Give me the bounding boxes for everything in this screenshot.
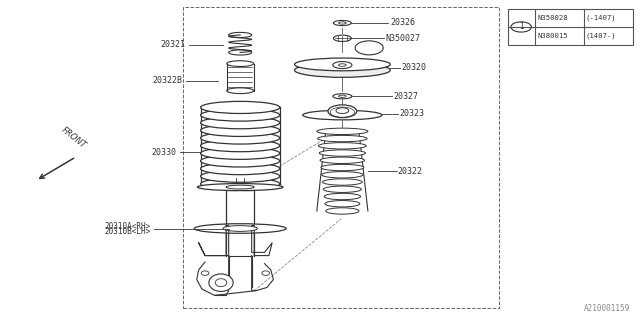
Ellipse shape [336, 108, 349, 114]
Ellipse shape [333, 20, 351, 26]
Ellipse shape [200, 101, 280, 114]
Ellipse shape [200, 163, 280, 175]
Ellipse shape [200, 132, 280, 144]
Text: A210001159: A210001159 [584, 304, 630, 313]
Text: 20320: 20320 [402, 63, 427, 72]
Ellipse shape [317, 135, 367, 142]
Ellipse shape [319, 143, 366, 149]
Ellipse shape [200, 140, 280, 152]
Text: N380015: N380015 [537, 33, 568, 39]
Text: 20330: 20330 [151, 148, 176, 156]
Ellipse shape [294, 63, 390, 77]
Ellipse shape [228, 32, 252, 37]
Ellipse shape [200, 170, 280, 182]
Text: 20326: 20326 [390, 19, 415, 28]
Ellipse shape [333, 61, 352, 68]
Ellipse shape [323, 179, 362, 185]
Text: 20310A<RH>: 20310A<RH> [104, 222, 151, 231]
Ellipse shape [200, 178, 280, 190]
Text: N350028: N350028 [537, 15, 568, 21]
Text: (1407-): (1407-) [586, 33, 616, 39]
Ellipse shape [339, 22, 346, 24]
Ellipse shape [226, 185, 254, 189]
Ellipse shape [200, 117, 280, 129]
Ellipse shape [319, 150, 365, 156]
Bar [182, 7, 499, 308]
Ellipse shape [339, 64, 346, 66]
Ellipse shape [333, 35, 351, 42]
Ellipse shape [227, 88, 253, 93]
Ellipse shape [215, 279, 227, 287]
Ellipse shape [323, 186, 362, 192]
Ellipse shape [194, 224, 286, 233]
Circle shape [511, 22, 531, 32]
Ellipse shape [262, 271, 269, 275]
Ellipse shape [339, 95, 346, 97]
Ellipse shape [294, 58, 390, 71]
Ellipse shape [227, 61, 253, 67]
Circle shape [355, 41, 383, 55]
Ellipse shape [209, 274, 233, 292]
Ellipse shape [303, 110, 382, 120]
Ellipse shape [228, 50, 252, 55]
Ellipse shape [326, 208, 359, 214]
Ellipse shape [197, 184, 283, 191]
Text: 20321: 20321 [161, 40, 186, 49]
Ellipse shape [322, 172, 363, 178]
Ellipse shape [200, 147, 280, 159]
Text: 1: 1 [519, 22, 524, 31]
Ellipse shape [320, 157, 365, 164]
Text: 20323: 20323 [400, 109, 425, 118]
Ellipse shape [200, 124, 280, 136]
Ellipse shape [200, 109, 280, 121]
Text: (-1407): (-1407) [586, 15, 616, 21]
Text: 20322B: 20322B [153, 76, 182, 85]
Text: 1: 1 [366, 43, 372, 52]
Text: N350027: N350027 [386, 34, 420, 43]
Text: 20327: 20327 [394, 92, 419, 101]
Ellipse shape [317, 128, 368, 134]
Ellipse shape [200, 155, 280, 167]
Text: FRONT: FRONT [60, 126, 88, 150]
Ellipse shape [201, 271, 209, 275]
Ellipse shape [324, 193, 360, 200]
Text: 20322: 20322 [398, 167, 423, 176]
Ellipse shape [333, 94, 352, 99]
Text: 20310B<LH>: 20310B<LH> [104, 227, 151, 236]
Ellipse shape [325, 201, 360, 207]
Ellipse shape [328, 105, 356, 118]
Ellipse shape [321, 164, 364, 171]
Ellipse shape [223, 226, 257, 231]
Bar [508, 9, 633, 45]
